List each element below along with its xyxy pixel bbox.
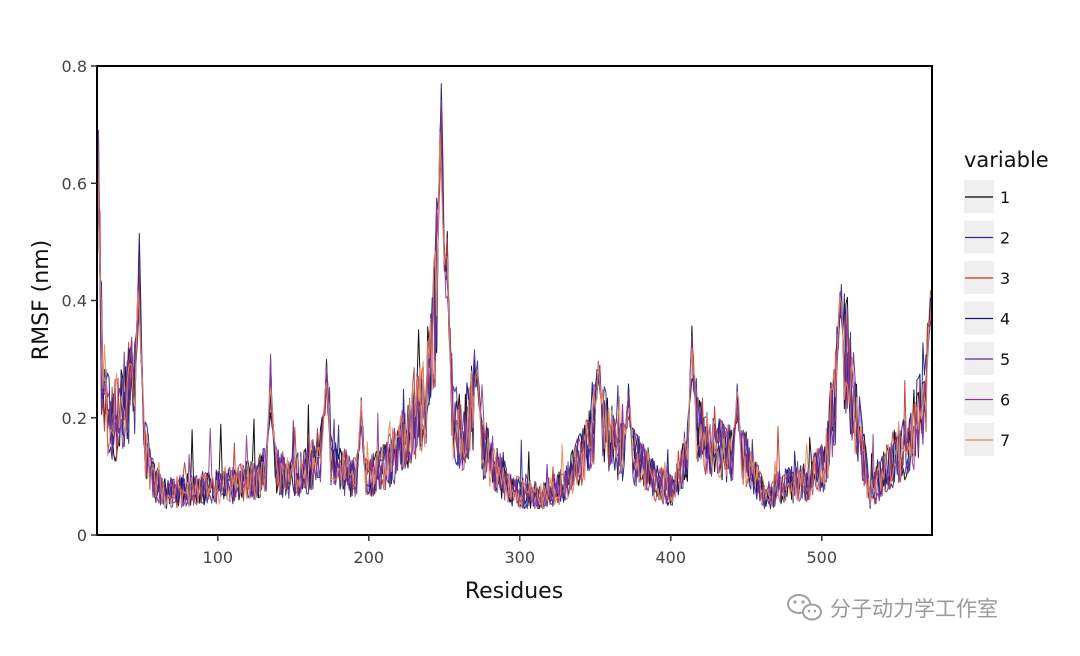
y-tick-label: 0.2	[62, 409, 87, 428]
x-axis: 100 200 300 400 500	[203, 535, 838, 567]
x-tick-label: 300	[505, 548, 536, 567]
legend: variable 1 2 3 4 5 6 7	[964, 148, 1049, 456]
legend-label-3: 3	[1000, 269, 1010, 288]
legend-label-7: 7	[1000, 431, 1010, 450]
x-tick-label: 200	[354, 548, 385, 567]
legend-label-1: 1	[1000, 188, 1010, 207]
x-tick-label: 500	[807, 548, 838, 567]
y-tick-label: 0.8	[62, 57, 87, 76]
watermark-text: 分子动力学工作室	[830, 597, 998, 621]
legend-label-5: 5	[1000, 350, 1010, 369]
x-tick-label: 100	[203, 548, 234, 567]
y-tick-label: 0.4	[62, 292, 87, 311]
x-tick-label: 400	[656, 548, 687, 567]
y-axis-title: RMSF (nm)	[29, 240, 54, 360]
legend-items: 1 2 3 4 5 6 7	[964, 180, 1010, 456]
wechat-icon	[787, 594, 822, 621]
x-axis-title: Residues	[465, 579, 563, 604]
y-tick-label: 0	[77, 526, 87, 545]
legend-label-6: 6	[1000, 391, 1010, 410]
y-tick-label: 0.6	[62, 174, 87, 193]
series-line-5	[97, 129, 932, 508]
y-axis: 0 0.2 0.4 0.6 0.8	[62, 57, 97, 545]
series-layer	[97, 83, 932, 510]
legend-title: variable	[964, 148, 1049, 172]
legend-label-2: 2	[1000, 229, 1010, 248]
legend-label-4: 4	[1000, 310, 1010, 329]
watermark: 分子动力学工作室	[787, 594, 998, 621]
series-line-7	[97, 120, 932, 510]
series-line-6	[97, 99, 932, 510]
